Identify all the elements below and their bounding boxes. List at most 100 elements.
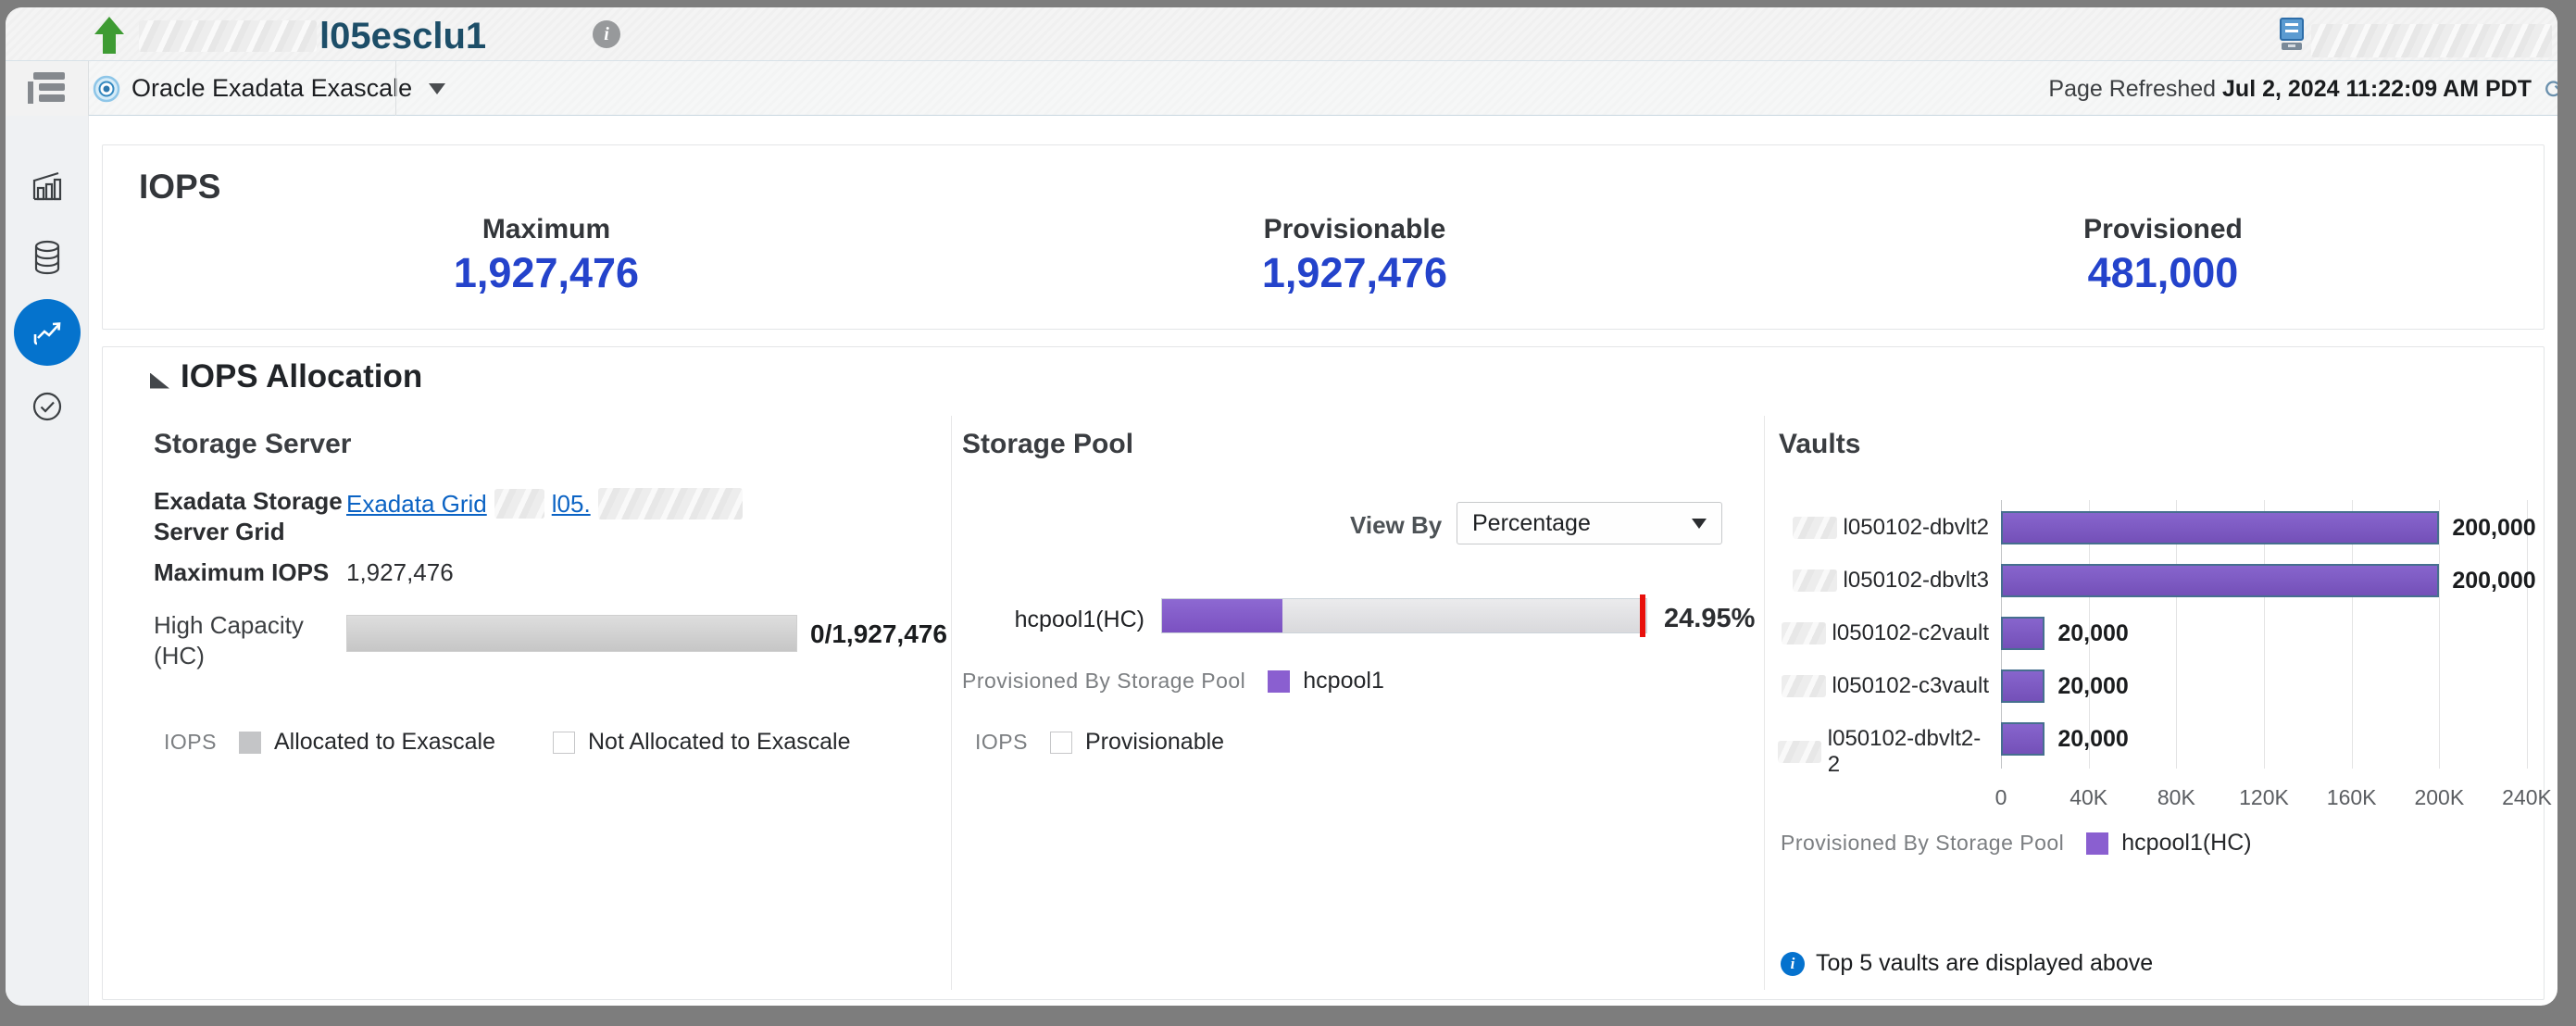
pool-bar-fill — [1162, 599, 1283, 632]
grid-name-link[interactable]: l05. — [551, 489, 591, 518]
target-navigation-button[interactable] — [6, 61, 89, 116]
vault-gridline — [2088, 500, 2090, 769]
vault-gridline — [2264, 500, 2265, 769]
vault-value: 20,000 — [2057, 673, 2129, 699]
vault-bar[interactable] — [2001, 564, 2440, 597]
divider — [395, 61, 396, 116]
view-by-value: Percentage — [1472, 509, 1591, 536]
context-bar: Oracle Exadata Exascale Page Refreshed J… — [6, 61, 2557, 116]
vault-gridline — [2351, 500, 2353, 769]
host-icon — [2280, 18, 2304, 51]
section-title: IOPS Allocation — [181, 358, 423, 394]
vault-bar[interactable] — [2001, 722, 2045, 756]
redacted-text — [1792, 569, 1837, 592]
hc-bar-value: 0/1,927,476 — [810, 619, 947, 648]
max-iops-label: Maximum IOPS — [154, 558, 330, 586]
hc-allocation-bar[interactable] — [346, 615, 797, 652]
sidebar-item-compliance[interactable] — [6, 373, 89, 440]
vault-label: l050102-c2vault — [1778, 620, 1989, 646]
legend-label: Allocated to Exascale — [273, 729, 495, 755]
vault-axis-tick: 40K — [2070, 785, 2108, 809]
vault-label: l050102-dbvlt3 — [1778, 568, 1989, 594]
vault-row: l050102-c3vault 20,000 — [1778, 669, 2542, 703]
vault-value: 200,000 — [2452, 515, 2536, 541]
metric-maximum: Maximum 1,927,476 — [352, 214, 741, 297]
view-by-dropdown[interactable]: Percentage — [1457, 502, 1722, 544]
storage-server-legend: IOPS Allocated to Exascale Not Allocated… — [164, 729, 851, 756]
redacted-text — [597, 488, 743, 519]
vault-bar[interactable] — [2001, 511, 2440, 544]
tree-menu-icon — [28, 72, 65, 106]
pool-bar-percent: 24.95% — [1664, 604, 1756, 633]
page-refreshed: Page Refreshed Jul 2, 2024 11:22:09 AM P… — [2048, 76, 2532, 103]
pool-allocation-bar[interactable] — [1161, 594, 1647, 637]
vaults-heading: Vaults — [1779, 429, 1861, 459]
legend-group-label: IOPS — [975, 730, 1028, 754]
sidebar — [6, 116, 89, 1006]
legend-group-label: Provisioned By Storage Pool — [962, 669, 1246, 693]
vault-value: 20,000 — [2057, 726, 2129, 752]
grid-label: Exadata Storage Server Grid — [154, 487, 343, 545]
vault-gridline — [2439, 500, 2441, 769]
grid-links: Exadata Grid l05. — [346, 488, 743, 519]
target-type-label: Oracle Exadata Exascale — [131, 74, 413, 102]
iops-card-title: IOPS — [139, 168, 221, 206]
vault-label: l050102-c3vault — [1778, 673, 1989, 699]
redacted-text — [2311, 24, 2552, 57]
legend-group-label: Provisioned By Storage Pool — [1781, 831, 2065, 855]
metric-value: 481,000 — [2087, 249, 2239, 296]
legend-label: Provisionable — [1084, 729, 1225, 755]
vaults-bar-chart: l050102-dbvlt2 200,000 l050102-dbvlt3 200,0… — [1778, 500, 2552, 809]
line-chart-icon — [33, 322, 61, 345]
vault-axis-tick: 160K — [2326, 785, 2377, 809]
sidebar-item-metrics[interactable] — [6, 153, 89, 219]
refresh-icon[interactable]: ⟳ — [2545, 75, 2557, 102]
iops-summary-card: IOPS Maximum 1,927,476 Provisionable 1,9… — [102, 144, 2545, 330]
sidebar-item-performance[interactable] — [6, 299, 89, 366]
redacted-text — [1792, 517, 1837, 539]
vault-bar[interactable] — [2001, 617, 2045, 650]
vault-row: l050102-c2vault 20,000 — [1778, 617, 2542, 650]
pool-legend-iops: IOPS Provisionable — [975, 729, 1224, 756]
view-by-label: View By — [1350, 511, 1443, 539]
redacted-text — [1778, 741, 1821, 763]
provisionable-checkbox[interactable] — [1049, 731, 1072, 754]
exadata-grid-link[interactable]: Exadata Grid — [346, 489, 487, 518]
vault-x-axis: 0 40K 80K 120K 160K 200K 240K — [1995, 785, 2552, 811]
target-type-menu[interactable]: Oracle Exadata Exascale — [93, 61, 446, 116]
iops-allocation-card: IOPS Allocation Storage Server Exadata S… — [102, 346, 2545, 1000]
vault-axis-tick: 240K — [2502, 785, 2552, 809]
metric-provisioned: Provisioned 481,000 — [1969, 214, 2357, 297]
vault-gridline — [2527, 500, 2528, 769]
divider — [951, 416, 952, 990]
info-icon[interactable]: i — [1781, 951, 1805, 976]
vault-label: l050102-dbvlt2 — [1778, 515, 1989, 541]
pool-bar-label: hcpool1(HC) — [1014, 607, 1144, 632]
legend-group-label: IOPS — [164, 730, 217, 754]
storage-server-heading: Storage Server — [154, 429, 352, 459]
metric-label: Provisioned — [2083, 214, 2243, 244]
redacted-text — [1781, 622, 1826, 644]
iops-allocation-section-toggle[interactable]: IOPS Allocation — [150, 358, 422, 395]
metric-value: 1,927,476 — [1261, 249, 1448, 296]
not-allocated-checkbox[interactable] — [553, 731, 575, 754]
allocated-swatch — [238, 731, 261, 754]
info-icon[interactable]: i — [593, 20, 620, 48]
vault-bar[interactable] — [2001, 669, 2045, 703]
vault-axis-tick: 120K — [2239, 785, 2289, 809]
metric-label: Maximum — [481, 214, 611, 244]
hc-label: High Capacity (HC) — [154, 611, 304, 669]
metric-value: 1,927,476 — [453, 249, 640, 296]
chevron-down-icon — [429, 82, 446, 94]
title-bar: l05esclu1 i — [6, 7, 2557, 61]
vaults-legend: Provisioned By Storage Pool hcpool1(HC) — [1781, 830, 2252, 857]
metric-label: Provisionable — [1263, 214, 1446, 244]
pool-limit-marker — [1640, 594, 1645, 637]
legend-label: hcpool1(HC) — [2121, 830, 2252, 856]
vault-row: l050102-dbvlt3 200,000 — [1778, 564, 2542, 597]
metric-provisionable: Provisionable 1,927,476 — [1160, 214, 1549, 297]
sidebar-item-storage[interactable] — [6, 225, 89, 292]
page-title: l05esclu1 — [319, 16, 487, 56]
status-up-arrow-icon — [94, 17, 124, 54]
